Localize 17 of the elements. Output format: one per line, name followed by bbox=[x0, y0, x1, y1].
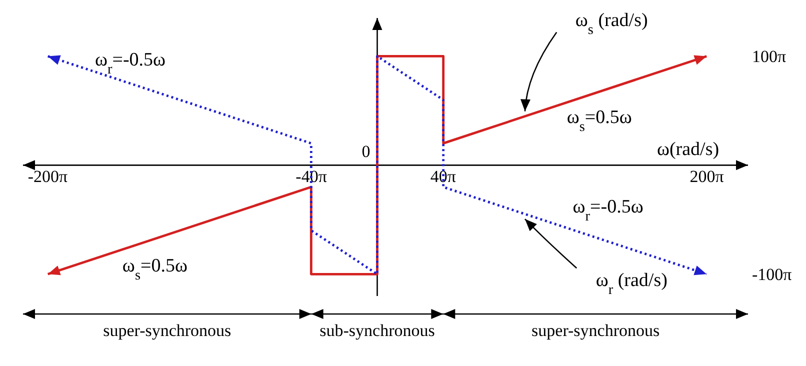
series-label: ω$_{s}$ (rad/s) bbox=[575, 10, 648, 38]
y-tick-label: 100π bbox=[752, 47, 786, 66]
text: sub-synchronous bbox=[320, 321, 435, 340]
annotation: 0 bbox=[362, 142, 370, 162]
x-tick-label: -40π bbox=[296, 167, 328, 186]
x-tick-label: 200π bbox=[690, 167, 724, 186]
text: super-synchronous bbox=[103, 321, 232, 340]
x-axis-title: ω(rad/s) bbox=[656, 139, 720, 160]
annotation: ω$_{s}$=0.5ω bbox=[566, 107, 632, 136]
annotation: ω$_{s}$=0.5ω bbox=[122, 255, 188, 284]
legend-label: ω$_{r}$ (rad/s) bbox=[596, 270, 668, 298]
y-tick-label: -100π bbox=[752, 265, 792, 284]
x-tick-label: -200π bbox=[28, 167, 68, 186]
annotation: ω$_{r}$=-0.5ω bbox=[95, 49, 166, 78]
annotation: ω$_{r}$=-0.5ω bbox=[572, 196, 644, 224]
x-tick-label: 40π bbox=[430, 167, 456, 186]
text: super-synchronous bbox=[532, 321, 660, 340]
